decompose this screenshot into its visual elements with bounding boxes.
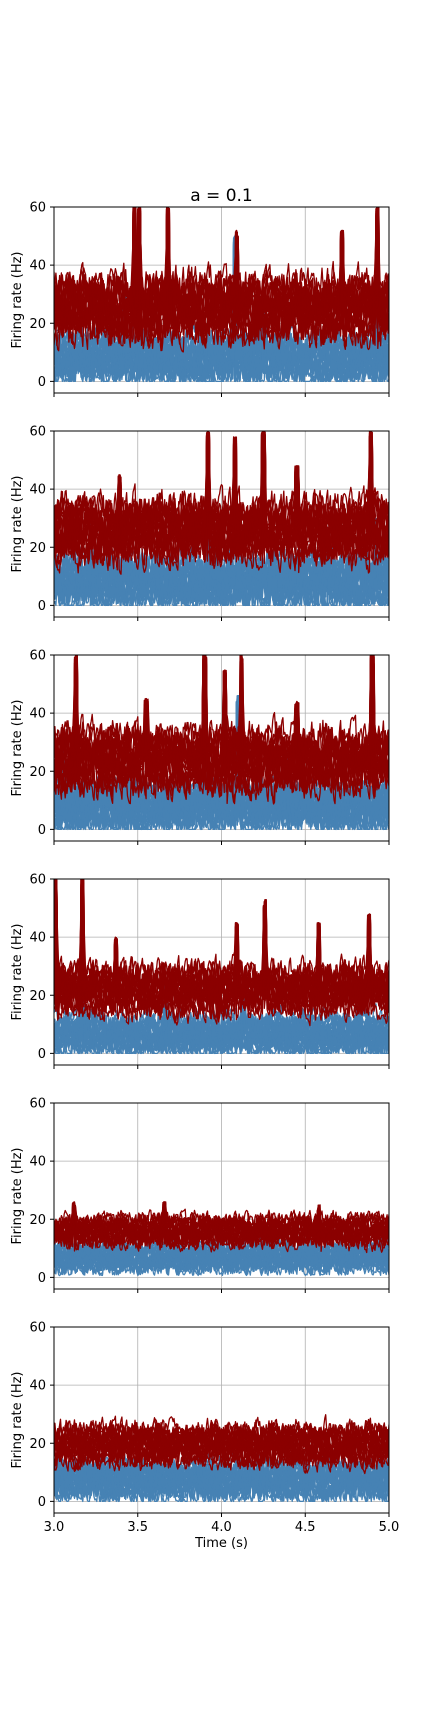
peak-spike [77, 879, 88, 1002]
inhibitory-trace [54, 879, 389, 997]
inhibitory-trace [54, 1201, 389, 1235]
peak-spike [203, 431, 213, 543]
y-axis-label: Firing rate (Hz) [10, 699, 25, 796]
traces [54, 879, 389, 1055]
y-axis-label: Firing rate (Hz) [10, 1147, 25, 1244]
peak-spike [231, 922, 242, 1002]
peak-spike [267, 1422, 277, 1457]
peak-spike [313, 1204, 324, 1241]
x-tick-label: 5.0 [379, 1520, 400, 1535]
y-tick-label: 20 [29, 765, 46, 780]
inhibitory-trace [54, 207, 389, 315]
y-tick-label: 60 [29, 1097, 46, 1112]
inhibitory-trace [54, 207, 389, 315]
peak-spike [200, 655, 210, 771]
panel-2: 0 20 40 60 Firing rate (Hz) [10, 425, 390, 621]
traces [54, 655, 389, 831]
inhibitory-trace [54, 207, 389, 318]
excitatory-trace [54, 1235, 389, 1261]
panel-5: 0 20 40 60 Firing rate (Hz) [10, 1097, 390, 1293]
y-tick-label: 20 [29, 541, 46, 556]
peak-spike [159, 1201, 170, 1241]
y-tick-label: 20 [29, 317, 46, 332]
peak-spike [231, 230, 242, 319]
peak-spike [337, 230, 347, 319]
traces [54, 1414, 389, 1503]
y-tick-label: 60 [29, 425, 46, 440]
x-axis-label: Time (s) [194, 1536, 248, 1551]
peak-spike [372, 207, 383, 319]
y-tick-label: 40 [29, 1155, 46, 1170]
inhibitory-trace [54, 431, 389, 531]
peak-spike [236, 655, 247, 771]
peak-spike [230, 436, 240, 543]
excitatory-trace [54, 938, 389, 1038]
inhibitory-trace [54, 880, 389, 996]
y-tick-label: 0 [38, 1047, 46, 1062]
panels: 0 20 40 60 Firing rate (Hz) 0 20 40 60 Firing rat… [10, 201, 399, 1552]
peak-spike [114, 474, 125, 543]
y-axis-label: Firing rate (Hz) [10, 1371, 25, 1468]
y-tick-label: 20 [29, 1437, 46, 1452]
peak-spike [367, 655, 377, 771]
peak-spike [163, 207, 173, 319]
y-axis-label: Firing rate (Hz) [10, 251, 25, 348]
inhibitory-trace [54, 1203, 389, 1242]
peak-spike [260, 899, 270, 1002]
inhibitory-trace [54, 655, 389, 778]
traces [54, 431, 389, 607]
inhibitory-trace [54, 431, 389, 563]
y-tick-label: 20 [29, 989, 46, 1004]
x-tick-label: 3.5 [127, 1520, 148, 1535]
peak-spike [292, 465, 302, 543]
y-tick-label: 60 [29, 873, 46, 888]
excitatory-trace [54, 695, 389, 831]
peak-spike [141, 698, 151, 771]
peak-spike [71, 655, 81, 771]
y-tick-label: 0 [38, 599, 46, 614]
y-tick-label: 40 [29, 707, 46, 722]
peak-spike [258, 431, 269, 543]
panel-1: 0 20 40 60 Firing rate (Hz) [10, 201, 390, 397]
peak-spike [153, 1422, 163, 1457]
peak-spike [69, 1201, 79, 1241]
y-tick-label: 0 [38, 1271, 46, 1286]
y-tick-label: 40 [29, 1379, 46, 1394]
y-tick-label: 40 [29, 483, 46, 498]
peak-spike [220, 669, 230, 771]
peak-spike [292, 701, 302, 771]
x-tick-label: 4.5 [295, 1520, 316, 1535]
x-tick-label: 3.0 [44, 1520, 65, 1535]
y-axis-label: Firing rate (Hz) [10, 475, 25, 572]
y-tick-label: 60 [29, 201, 46, 216]
traces [54, 207, 389, 383]
y-tick-label: 40 [29, 931, 46, 946]
panel-3: 0 20 40 60 Firing rate (Hz) [10, 649, 390, 845]
peak-spike [365, 431, 376, 543]
x-tick-label: 4.0 [211, 1520, 232, 1535]
y-tick-label: 0 [38, 1495, 46, 1510]
peak-spike [364, 913, 374, 1002]
y-axis-label: Firing rate (Hz) [10, 923, 25, 1020]
figure-title: a = 0.1 [190, 186, 253, 206]
y-tick-label: 20 [29, 1213, 46, 1228]
panel-6: 0 20 40 60 3.0 3.5 4.0 4.5 5.0 Firing rate (Hz) Ti… [10, 1321, 399, 1552]
panel-4: 0 20 40 60 Firing rate (Hz) [10, 873, 390, 1069]
y-tick-label: 0 [38, 823, 46, 838]
y-tick-label: 60 [29, 1321, 46, 1336]
y-tick-label: 40 [29, 259, 46, 274]
peak-spike [54, 879, 61, 1002]
traces [54, 1201, 389, 1277]
inhibitory-trace [54, 207, 389, 323]
y-tick-label: 0 [38, 375, 46, 390]
inhibitory-trace [54, 1428, 389, 1461]
inhibitory-trace [54, 1201, 389, 1240]
y-tick-label: 60 [29, 649, 46, 664]
peak-spike [313, 922, 324, 1002]
peak-spike [111, 937, 121, 1002]
inhibitory-trace [54, 1414, 389, 1448]
peak-spike [134, 207, 145, 319]
